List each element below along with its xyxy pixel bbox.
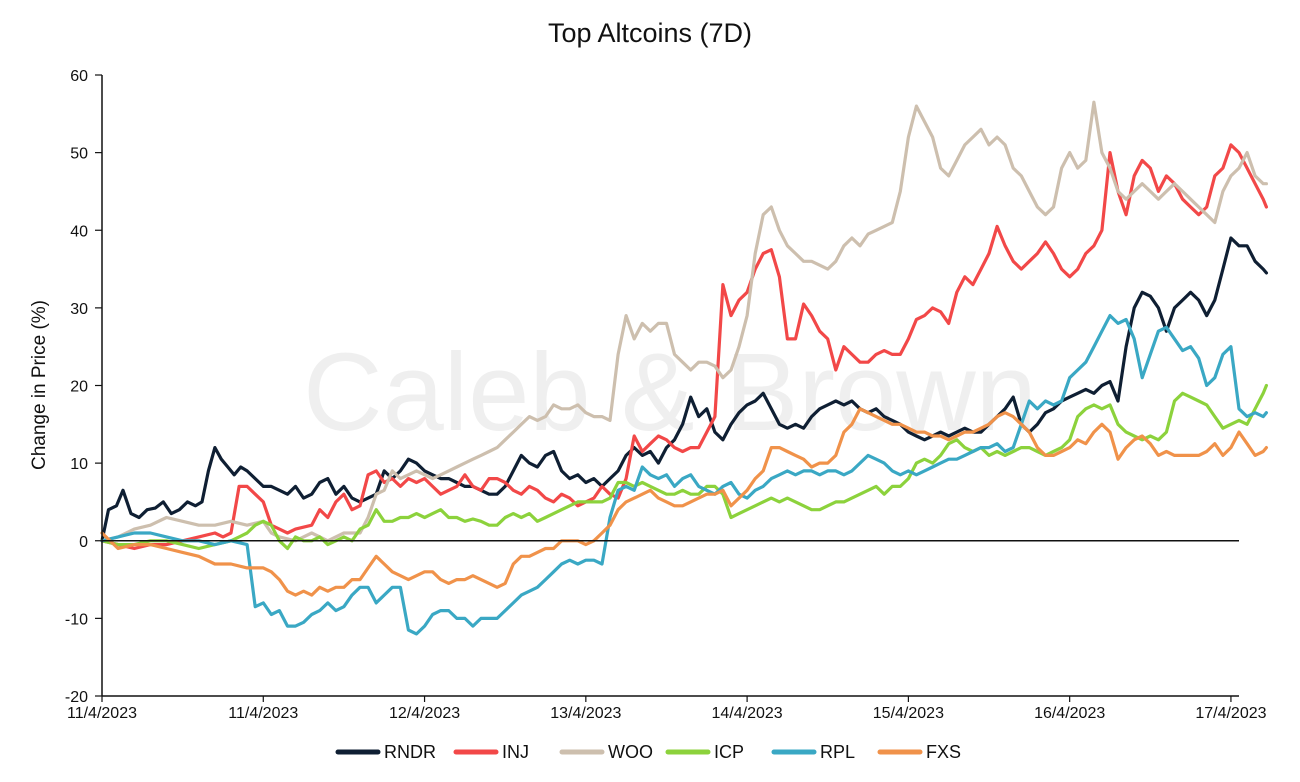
x-tick-label: 17/4/2023 (1195, 705, 1266, 722)
x-tick-label: 12/4/2023 (389, 705, 460, 722)
y-tick-label: 50 (70, 146, 88, 163)
legend-label: FXS (926, 742, 961, 762)
x-tick-label: 14/4/2023 (712, 705, 783, 722)
y-axis-title: Change in Price (%) (29, 300, 50, 470)
y-tick-label: 10 (70, 456, 88, 473)
series-line-fxs (100, 407, 1268, 597)
x-tick-label: 15/4/2023 (873, 705, 944, 722)
y-tick-label: 30 (70, 301, 88, 318)
series-line-inj (100, 143, 1268, 551)
legend-label: WOO (608, 742, 653, 762)
y-tick-label: -20 (65, 689, 88, 706)
legend-label: INJ (502, 742, 529, 762)
watermark: Caleb & Brown (303, 331, 1037, 454)
legend-item-fxs[interactable]: FXS (877, 742, 961, 762)
legend-label: RNDR (384, 742, 436, 762)
legend-item-rndr[interactable]: RNDR (335, 742, 436, 762)
legend-label: ICP (714, 742, 744, 762)
x-tick-label: 11/4/2023 (67, 705, 137, 722)
x-tick-label: 16/4/2023 (1034, 705, 1105, 722)
y-tick-label: 20 (70, 379, 88, 396)
series-line-rpl (100, 314, 1268, 636)
legend-item-icp[interactable]: ICP (665, 742, 744, 762)
legend-item-woo[interactable]: WOO (559, 742, 653, 762)
y-tick-label: -10 (65, 611, 88, 628)
y-tick-label: 40 (70, 223, 88, 240)
y-tick-label: 0 (79, 534, 88, 551)
x-tick-label: 11/4/2023 (228, 705, 298, 722)
legend-item-rpl[interactable]: RPL (771, 742, 855, 762)
legend-label: RPL (820, 742, 855, 762)
y-tick-label: 60 (70, 68, 88, 85)
x-tick-label: 13/4/2023 (550, 705, 621, 722)
series-line-woo (100, 100, 1268, 543)
legend-item-inj[interactable]: INJ (453, 742, 529, 762)
series-line-rndr (100, 236, 1268, 543)
chart-title: Top Altcoins (7D) (548, 18, 752, 48)
